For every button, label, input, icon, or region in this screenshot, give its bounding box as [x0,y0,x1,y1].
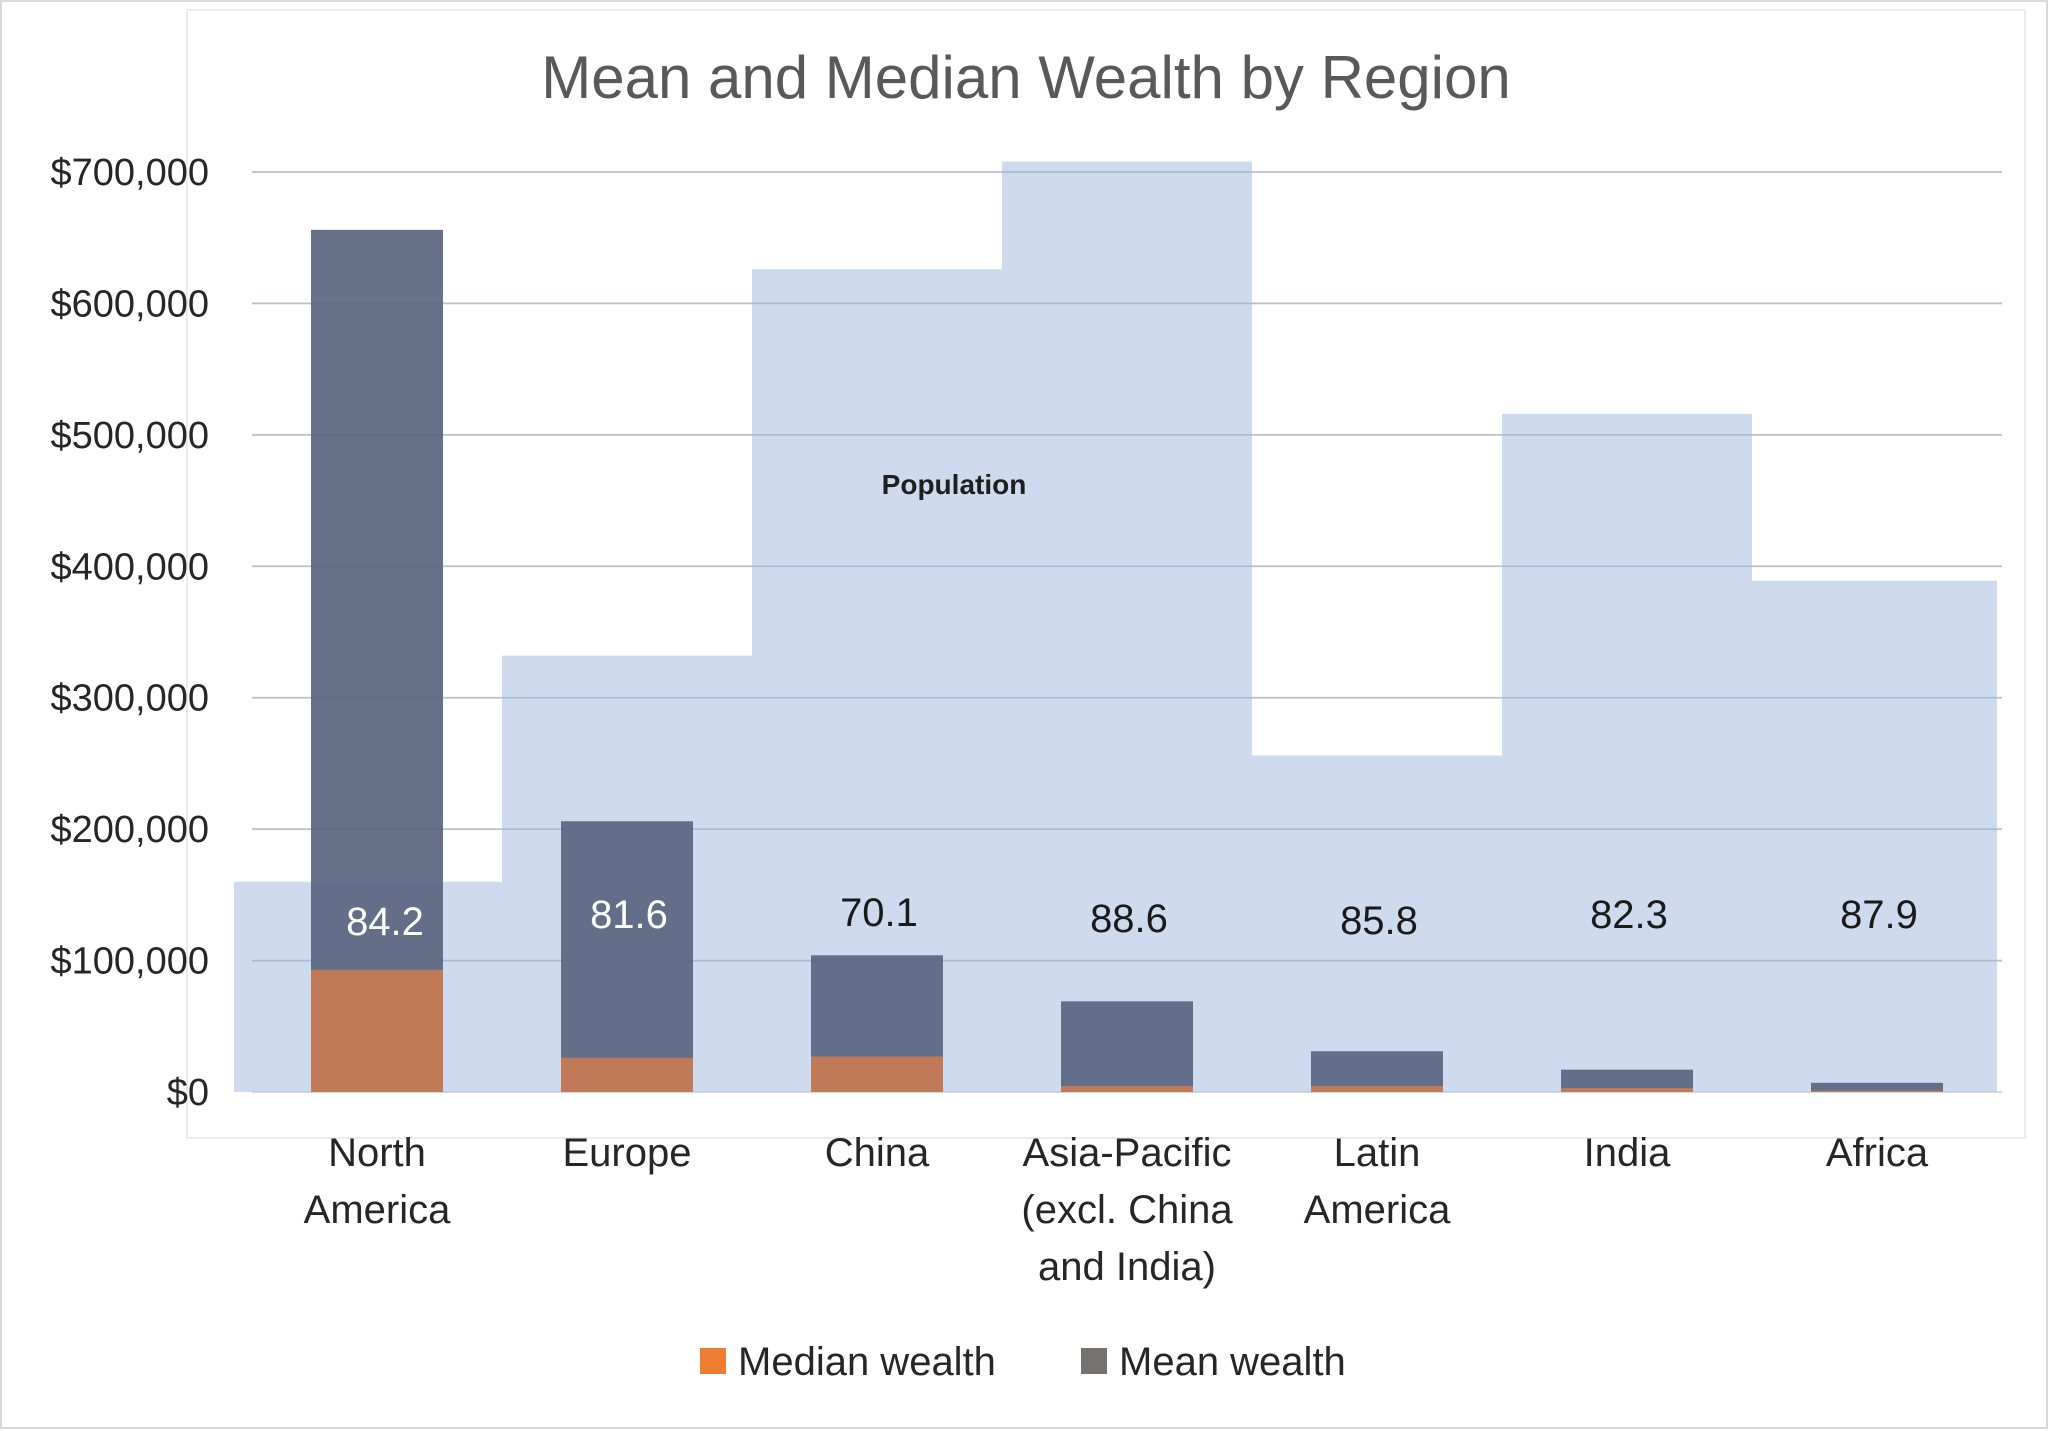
y-tick-label: $500,000 [51,415,210,457]
category-label: China [825,1131,930,1175]
y-tick-label: $400,000 [51,546,210,588]
median-wealth-bar [1061,1086,1193,1092]
y-tick-label: $100,000 [51,941,210,983]
category-label: Latin [1334,1131,1421,1175]
category-label: Europe [563,1131,692,1175]
y-tick-label: $0 [167,1072,209,1114]
mean-wealth-bar [311,229,443,1093]
category-label: North [328,1131,426,1175]
median-wealth-bar [1311,1086,1443,1092]
category-label: and India) [1038,1245,1216,1289]
category-label: (excl. China [1021,1188,1233,1232]
mean-wealth-bar [1811,1082,1943,1092]
data-label: 88.6 [1090,897,1168,941]
mean-wealth-bar [1061,1001,1193,1092]
legend-swatch [700,1348,726,1374]
x-axis-categories: North America Europe China Asia-Pacific (excl… [304,1131,1929,1289]
chart-title: Mean and Median Wealth by Region [541,44,1511,111]
mean-wealth-bar [1561,1069,1693,1092]
data-labels: 84.2 81.6 70.1 88.6 85.8 82.3 87.9 [346,891,1918,944]
data-label: 85.8 [1340,899,1418,943]
y-tick-label: $200,000 [51,809,210,851]
category-label: America [304,1188,451,1232]
median-wealth-bar [811,1056,943,1092]
plot-area-border [186,9,2026,1139]
category-label: America [1304,1188,1451,1232]
category-label: India [1584,1131,1671,1175]
legend-swatch [1081,1348,1107,1374]
category-label: Africa [1826,1131,1929,1175]
median-wealth-bar [1811,1090,1943,1092]
data-label: 87.9 [1840,893,1918,937]
mean-wealth-bar [1311,1051,1443,1092]
median-wealth-bar [1561,1088,1693,1092]
median-wealth-bar [561,1057,693,1092]
category-label: Asia-Pacific [1023,1131,1232,1175]
y-tick-label: $600,000 [51,283,210,325]
data-label: 84.2 [346,900,424,944]
gridlines-overlay [252,171,2002,962]
y-tick-label: $300,000 [51,678,210,720]
data-label: 81.6 [590,893,668,937]
legend-label: Median wealth [738,1340,996,1384]
legend-label: Mean wealth [1119,1340,1346,1384]
bars [311,229,1943,1093]
y-axis-ticks: $0 $100,000 $200,000 $300,000 $400,000 $500,0… [51,152,210,1114]
mean-wealth-bar [561,821,693,1092]
y-tick-label: $700,000 [51,152,210,194]
population-area: Population [234,161,1997,1092]
population-area-shape [234,161,1997,1092]
median-wealth-bar [311,969,443,1092]
legend: Median wealth Mean wealth [700,1340,1346,1384]
population-label: Population [882,469,1027,500]
data-label: 82.3 [1590,893,1668,937]
data-label: 70.1 [840,891,918,935]
